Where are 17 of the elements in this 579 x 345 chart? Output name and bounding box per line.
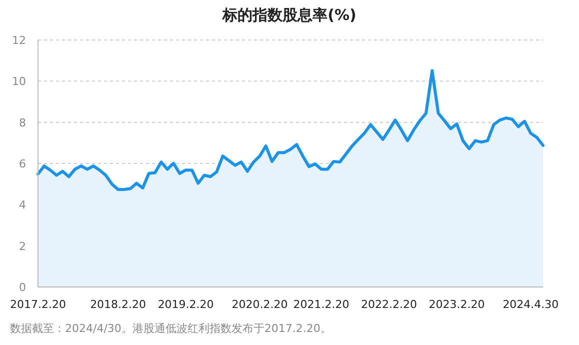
text: 数据截至：2024/4/30。港股通低波红利指数发布于2017.2.20。 xyxy=(10,322,332,335)
chart-title: 标的指数股息率(%) xyxy=(222,6,356,24)
x-tick-label: 2024.4.30 xyxy=(502,298,559,311)
y-tick-label: 0 xyxy=(19,281,26,294)
x-tick-label: 2018.2.20 xyxy=(90,298,146,311)
x-tick-label: 2019.2.20 xyxy=(158,298,214,311)
y-tick-label: 8 xyxy=(19,116,26,130)
y-tick-label: 12 xyxy=(12,34,26,47)
x-tick-label: 2022.2.20 xyxy=(361,298,418,311)
y-tick-label: 10 xyxy=(12,75,26,88)
x-tick-label: 2020.2.20 xyxy=(232,298,288,311)
y-tick-label: 4 xyxy=(19,198,26,212)
x-tick-label: 2017.2.20 xyxy=(10,298,66,311)
y-tick-label: 6 xyxy=(19,158,26,170)
x-tick-label: 2023.2.20 xyxy=(428,298,485,311)
y-tick-label: 2 xyxy=(19,240,26,253)
x-tick-label: 2021.2.20 xyxy=(293,298,350,311)
